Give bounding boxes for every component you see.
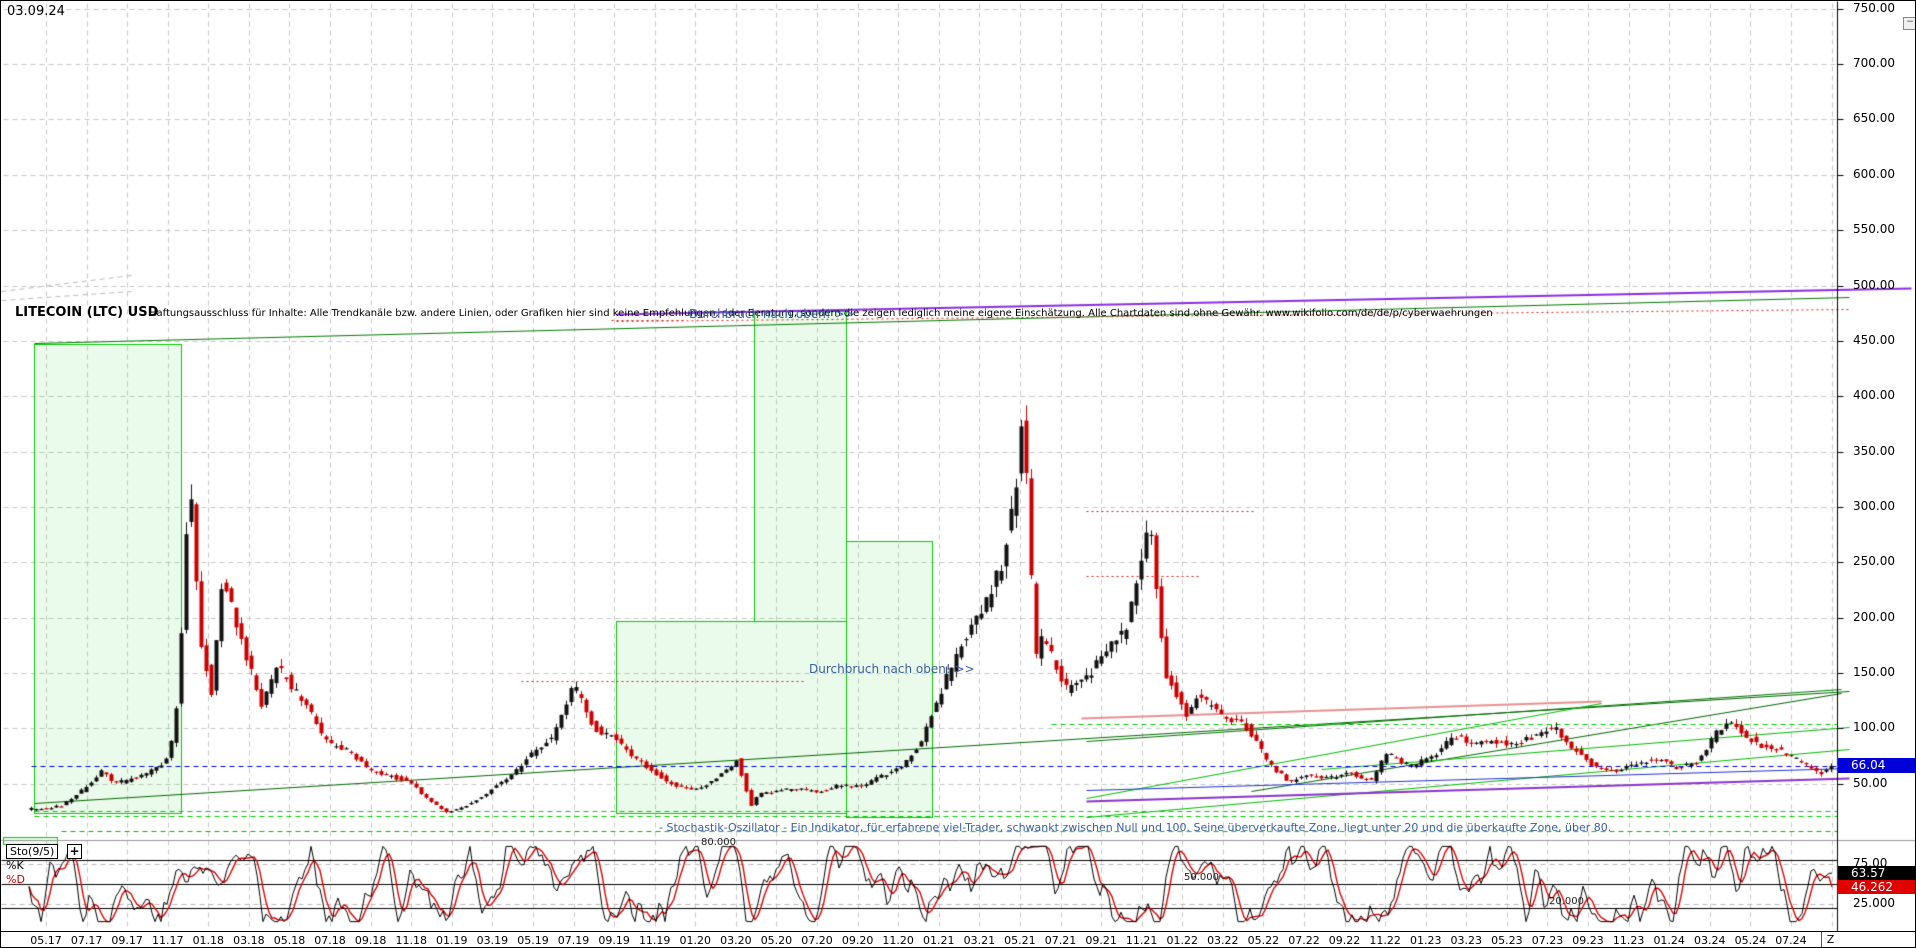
x-axis-label: 05.21 <box>1004 934 1036 947</box>
x-axis-label: 07.19 <box>557 934 590 947</box>
x-axis-label: 07.20 <box>801 934 833 947</box>
x-axis-label: 01.20 <box>679 934 712 947</box>
price-axis-label: 50.00 <box>1853 775 1888 790</box>
x-axis-label: 05.19 <box>517 934 549 947</box>
x-axis-label: 11.23 <box>1612 934 1645 947</box>
indicator-name-button[interactable]: Sto(9/5) <box>6 844 59 859</box>
x-axis-label: 01.24 <box>1653 934 1685 947</box>
x-axis-label: 07.21 <box>1044 934 1077 947</box>
x-axis-label: 09.23 <box>1572 934 1604 947</box>
current-price-badge: 66.04 <box>1838 758 1915 773</box>
x-axis-label: 01.18 <box>192 934 225 947</box>
x-axis-label: 01.21 <box>923 934 955 947</box>
price-axis-label: 150.00 <box>1853 664 1895 679</box>
x-axis-label: 05.24 <box>1734 934 1767 947</box>
x-axis-label: 05.17 <box>30 934 62 947</box>
chart-date: 03.09.24 <box>7 4 65 19</box>
x-axis-label: 03.18 <box>233 934 265 947</box>
x-axis-label: 01.22 <box>1166 934 1198 947</box>
price-axis-label: 400.00 <box>1853 388 1895 403</box>
x-axis-label: 11.17 <box>151 934 184 947</box>
price-axis-label: 550.00 <box>1853 222 1895 237</box>
price-axis-label: 600.00 <box>1853 166 1895 181</box>
price-axis-label: 350.00 <box>1853 443 1895 458</box>
x-axis-label: 07.22 <box>1288 934 1320 947</box>
stoch-k-value-badge: 63.57 <box>1838 866 1915 880</box>
x-axis-label: 11.20 <box>882 934 914 947</box>
price-axis-label: 700.00 <box>1853 56 1895 71</box>
x-axis-label: 09.22 <box>1328 934 1361 947</box>
x-axis-label: 09.20 <box>841 934 874 947</box>
x-axis-label: 07.17 <box>70 934 103 947</box>
x-axis-label: 11.22 <box>1369 934 1401 947</box>
x-axis-label: 05.18 <box>273 934 306 947</box>
price-axis-label: 750.00 <box>1853 0 1895 15</box>
x-axis-label: 03.20 <box>720 934 752 947</box>
price-axis-label: 500.00 <box>1853 277 1895 292</box>
price-axis-label: 650.00 <box>1853 111 1895 126</box>
price-axis-label: 100.00 <box>1853 720 1895 735</box>
stoch-k-label: %K <box>6 859 24 872</box>
x-axis-label: 03.19 <box>476 934 509 947</box>
x-axis-label: 01.19 <box>436 934 468 947</box>
stoch-level-20-label: 20.000 <box>1549 896 1584 907</box>
disclaimer-text: Haftungsausschluss für Inhalte: Alle Tre… <box>149 308 1493 319</box>
price-axis-label: 300.00 <box>1853 498 1895 513</box>
stoch-d-value-badge: 46.262 <box>1838 880 1915 894</box>
x-axis-label: 09.21 <box>1085 934 1117 947</box>
x-axis-label: 07.24 <box>1775 934 1807 947</box>
stochastic-description: - Stochastik-Oszillator - Ein Indikator,… <box>659 821 1612 834</box>
zoom-reset-button[interactable]: Z <box>1821 932 1839 947</box>
x-axis-label: 03.22 <box>1207 934 1239 947</box>
page-title: LITECOIN (LTC) USD <box>15 305 159 320</box>
x-axis-label: 11.19 <box>638 934 671 947</box>
x-axis-label: 03.23 <box>1450 934 1483 947</box>
stoch-axis-25-label: 25.000 <box>1853 896 1895 910</box>
x-axis-label: 05.23 <box>1491 934 1523 947</box>
price-axis-label: 250.00 <box>1853 554 1895 569</box>
x-axis-label: 09.17 <box>111 934 143 947</box>
x-axis-label: 09.18 <box>354 934 387 947</box>
x-axis-label: 05.20 <box>760 934 793 947</box>
x-axis-label: 11.18 <box>395 934 427 947</box>
x-axis-label: 07.18 <box>314 934 346 947</box>
price-axis-label: 450.00 <box>1853 332 1895 347</box>
annotation-breakout-upper: Durchbruch nach oben! >> <box>689 307 855 321</box>
stoch-d-label: %D <box>6 873 25 886</box>
time-axis[interactable] <box>1 931 1915 947</box>
stoch-level-80-label: 80.000 <box>701 837 736 848</box>
price-axis-label: 200.00 <box>1853 609 1895 624</box>
x-axis-label: 09.19 <box>598 934 630 947</box>
annotation-breakout-lower: Durchbruch nach oben! >> <box>809 662 975 676</box>
x-axis-label: 11.21 <box>1125 934 1158 947</box>
stoch-level-50-label: 50.000 <box>1184 872 1219 883</box>
indicator-expand-button[interactable]: + <box>67 844 82 859</box>
x-axis-label: 07.23 <box>1531 934 1564 947</box>
x-axis-label: 03.21 <box>963 934 996 947</box>
x-axis-label: 03.24 <box>1694 934 1726 947</box>
x-axis-label: 01.23 <box>1409 934 1442 947</box>
x-axis-label: 05.22 <box>1247 934 1280 947</box>
minimize-icon[interactable]: − <box>1903 17 1915 30</box>
